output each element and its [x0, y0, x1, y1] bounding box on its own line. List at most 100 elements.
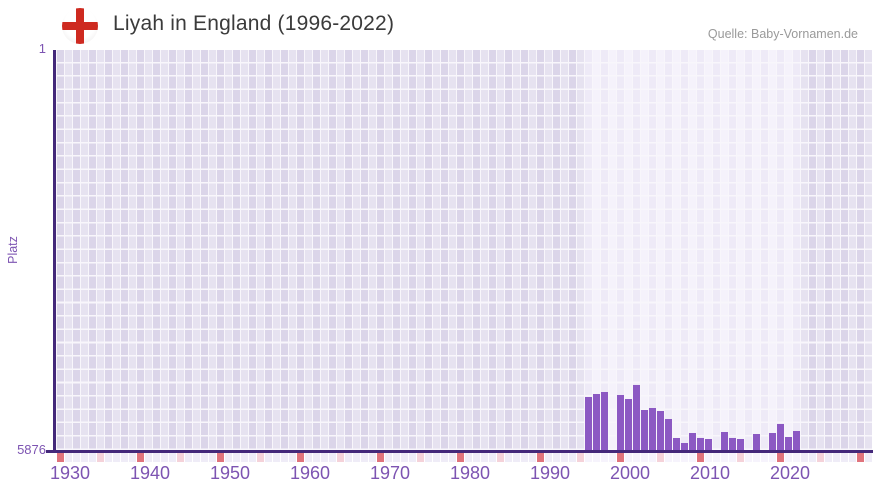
x-tick	[321, 453, 328, 462]
x-tick	[833, 453, 840, 462]
bar-2011[interactable]	[705, 439, 712, 450]
bar-2009[interactable]	[689, 433, 696, 450]
x-tick	[289, 453, 296, 462]
x-tick-1970	[377, 453, 384, 462]
bar-2007[interactable]	[673, 438, 680, 450]
x-tick	[865, 453, 872, 462]
x-tick	[841, 453, 848, 462]
x-tick	[97, 453, 104, 462]
x-axis-label-2020: 2020	[769, 463, 811, 483]
x-tick	[281, 453, 288, 462]
x-tick	[705, 453, 712, 462]
x-tick	[809, 453, 816, 462]
x-tick-1980	[457, 453, 464, 462]
x-tick-1930	[57, 453, 64, 462]
x-tick	[609, 453, 616, 462]
x-tick	[265, 453, 272, 462]
x-tick	[177, 453, 184, 462]
bar-2000[interactable]	[617, 395, 624, 450]
x-tick-2010	[697, 453, 704, 462]
x-tick	[681, 453, 688, 462]
x-tick	[161, 453, 168, 462]
bar-1996[interactable]	[585, 397, 592, 450]
x-tick	[649, 453, 656, 462]
x-tick	[433, 453, 440, 462]
bar-2019[interactable]	[769, 433, 776, 450]
x-tick	[769, 453, 776, 462]
x-tick	[361, 453, 368, 462]
bar-2015[interactable]	[737, 439, 744, 450]
y-axis-max-label: 1	[38, 41, 46, 56]
x-tick	[785, 453, 792, 462]
x-tick	[273, 453, 280, 462]
x-tick	[113, 453, 120, 462]
x-tick	[345, 453, 352, 462]
x-tick	[801, 453, 808, 462]
x-tick	[89, 453, 96, 462]
x-tick	[73, 453, 80, 462]
x-tick	[385, 453, 392, 462]
bar-2022[interactable]	[793, 431, 800, 450]
bar-2010[interactable]	[697, 438, 704, 450]
x-tick	[577, 453, 584, 462]
x-tick	[849, 453, 856, 462]
highlight-band	[584, 50, 800, 450]
x-tick	[601, 453, 608, 462]
x-axis-label-1950: 1950	[209, 463, 251, 483]
bar-2001[interactable]	[625, 399, 632, 450]
bar-2013[interactable]	[721, 432, 728, 450]
x-tick	[817, 453, 824, 462]
x-tick-1990	[537, 453, 544, 462]
bar-2008[interactable]	[681, 443, 688, 450]
x-tick	[201, 453, 208, 462]
x-tick	[401, 453, 408, 462]
x-tick	[313, 453, 320, 462]
bar-2002[interactable]	[633, 385, 640, 450]
x-tick-2000	[617, 453, 624, 462]
plot-area	[56, 50, 872, 450]
x-axis-line	[46, 450, 873, 453]
bar-2003[interactable]	[641, 410, 648, 450]
x-tick	[481, 453, 488, 462]
x-tick	[449, 453, 456, 462]
x-tick	[417, 453, 424, 462]
x-axis-label-2010: 2010	[689, 463, 731, 483]
x-tick	[185, 453, 192, 462]
x-tick	[489, 453, 496, 462]
x-tick	[825, 453, 832, 462]
x-tick	[593, 453, 600, 462]
bar-2021[interactable]	[785, 437, 792, 450]
x-tick	[713, 453, 720, 462]
x-tick	[745, 453, 752, 462]
y-axis-title: Platz	[6, 236, 20, 264]
x-tick	[761, 453, 768, 462]
bar-1997[interactable]	[593, 394, 600, 450]
bar-2005[interactable]	[657, 411, 664, 450]
x-tick	[513, 453, 520, 462]
x-tick	[585, 453, 592, 462]
x-tick	[257, 453, 264, 462]
bar-2006[interactable]	[665, 419, 672, 450]
x-tick	[105, 453, 112, 462]
x-tick	[641, 453, 648, 462]
x-tick	[737, 453, 744, 462]
x-tick	[521, 453, 528, 462]
x-tick	[441, 453, 448, 462]
bar-2014[interactable]	[729, 438, 736, 450]
x-tick	[561, 453, 568, 462]
bar-2004[interactable]	[649, 408, 656, 450]
x-tick	[129, 453, 136, 462]
bar-2017[interactable]	[753, 434, 760, 450]
x-tick	[497, 453, 504, 462]
x-tick	[353, 453, 360, 462]
x-tick	[569, 453, 576, 462]
x-tick-1950	[217, 453, 224, 462]
x-tick	[793, 453, 800, 462]
bar-2020[interactable]	[777, 424, 784, 450]
flag-cross-vertical	[76, 8, 84, 44]
x-tick	[689, 453, 696, 462]
bar-1998[interactable]	[601, 392, 608, 450]
x-tick	[369, 453, 376, 462]
x-axis-tick-row	[56, 453, 872, 462]
x-tick	[121, 453, 128, 462]
